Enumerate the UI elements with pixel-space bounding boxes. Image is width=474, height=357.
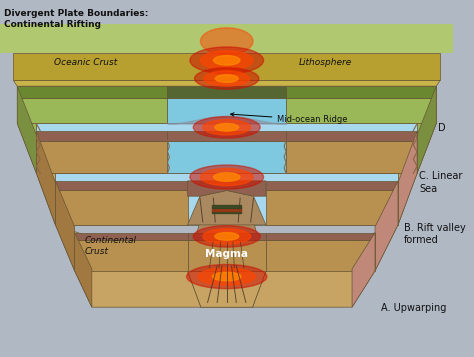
Polygon shape: [13, 80, 440, 86]
Ellipse shape: [204, 71, 250, 86]
Text: Divergent Plate Boundaries:
Continental Rifting: Divergent Plate Boundaries: Continental …: [4, 9, 148, 30]
Polygon shape: [74, 240, 188, 271]
Polygon shape: [352, 232, 375, 307]
Polygon shape: [36, 131, 167, 141]
Polygon shape: [167, 141, 286, 173]
Ellipse shape: [214, 173, 240, 181]
Polygon shape: [286, 141, 417, 173]
Text: Oceanic Crust: Oceanic Crust: [55, 58, 118, 67]
Text: C. Linear
Sea: C. Linear Sea: [419, 171, 463, 194]
Ellipse shape: [190, 47, 264, 74]
Ellipse shape: [195, 68, 259, 89]
Polygon shape: [188, 271, 266, 307]
Polygon shape: [17, 86, 36, 173]
Polygon shape: [36, 131, 55, 225]
Ellipse shape: [215, 232, 239, 240]
Polygon shape: [188, 190, 266, 225]
Polygon shape: [167, 86, 286, 98]
Polygon shape: [36, 141, 167, 173]
Polygon shape: [167, 98, 286, 124]
Ellipse shape: [193, 117, 260, 138]
Polygon shape: [36, 124, 417, 173]
Polygon shape: [286, 131, 417, 141]
Ellipse shape: [215, 124, 239, 131]
Polygon shape: [188, 181, 266, 196]
Polygon shape: [0, 24, 454, 53]
Polygon shape: [398, 173, 417, 225]
Polygon shape: [266, 240, 375, 271]
Ellipse shape: [203, 229, 251, 244]
Polygon shape: [286, 86, 436, 98]
Polygon shape: [417, 86, 436, 173]
Text: Magma: Magma: [205, 248, 248, 258]
Text: Continental
Crust: Continental Crust: [84, 236, 136, 256]
Polygon shape: [13, 53, 440, 80]
Polygon shape: [286, 98, 436, 124]
Polygon shape: [55, 181, 74, 271]
Ellipse shape: [187, 265, 267, 288]
Polygon shape: [17, 98, 167, 124]
Ellipse shape: [201, 169, 253, 186]
Polygon shape: [55, 225, 201, 307]
Ellipse shape: [203, 120, 251, 135]
Polygon shape: [55, 173, 398, 225]
Ellipse shape: [193, 226, 260, 247]
Polygon shape: [17, 86, 167, 98]
Polygon shape: [17, 124, 36, 173]
Ellipse shape: [212, 272, 241, 281]
Ellipse shape: [190, 165, 264, 189]
Text: A. Upwarping: A. Upwarping: [381, 303, 446, 313]
Polygon shape: [266, 190, 398, 225]
Polygon shape: [266, 181, 398, 190]
Text: Mid-ocean Ridge: Mid-ocean Ridge: [230, 113, 348, 124]
Polygon shape: [55, 190, 188, 225]
Text: D: D: [438, 122, 446, 132]
Polygon shape: [74, 232, 92, 307]
Polygon shape: [188, 232, 266, 240]
Ellipse shape: [215, 75, 238, 82]
Text: B. Rift valley
formed: B. Rift valley formed: [404, 223, 465, 245]
Polygon shape: [55, 181, 188, 190]
Polygon shape: [74, 271, 201, 307]
Polygon shape: [253, 225, 398, 307]
Polygon shape: [253, 271, 375, 307]
Text: Lithosphere: Lithosphere: [299, 58, 352, 67]
Ellipse shape: [214, 56, 240, 65]
Polygon shape: [375, 181, 398, 271]
Ellipse shape: [198, 268, 255, 285]
Polygon shape: [167, 131, 286, 141]
Polygon shape: [74, 232, 188, 240]
Polygon shape: [266, 232, 375, 240]
Polygon shape: [36, 173, 55, 225]
Ellipse shape: [201, 28, 253, 55]
Ellipse shape: [201, 51, 253, 70]
Polygon shape: [398, 131, 417, 225]
Polygon shape: [188, 215, 266, 307]
Polygon shape: [417, 124, 436, 173]
Polygon shape: [188, 240, 266, 271]
